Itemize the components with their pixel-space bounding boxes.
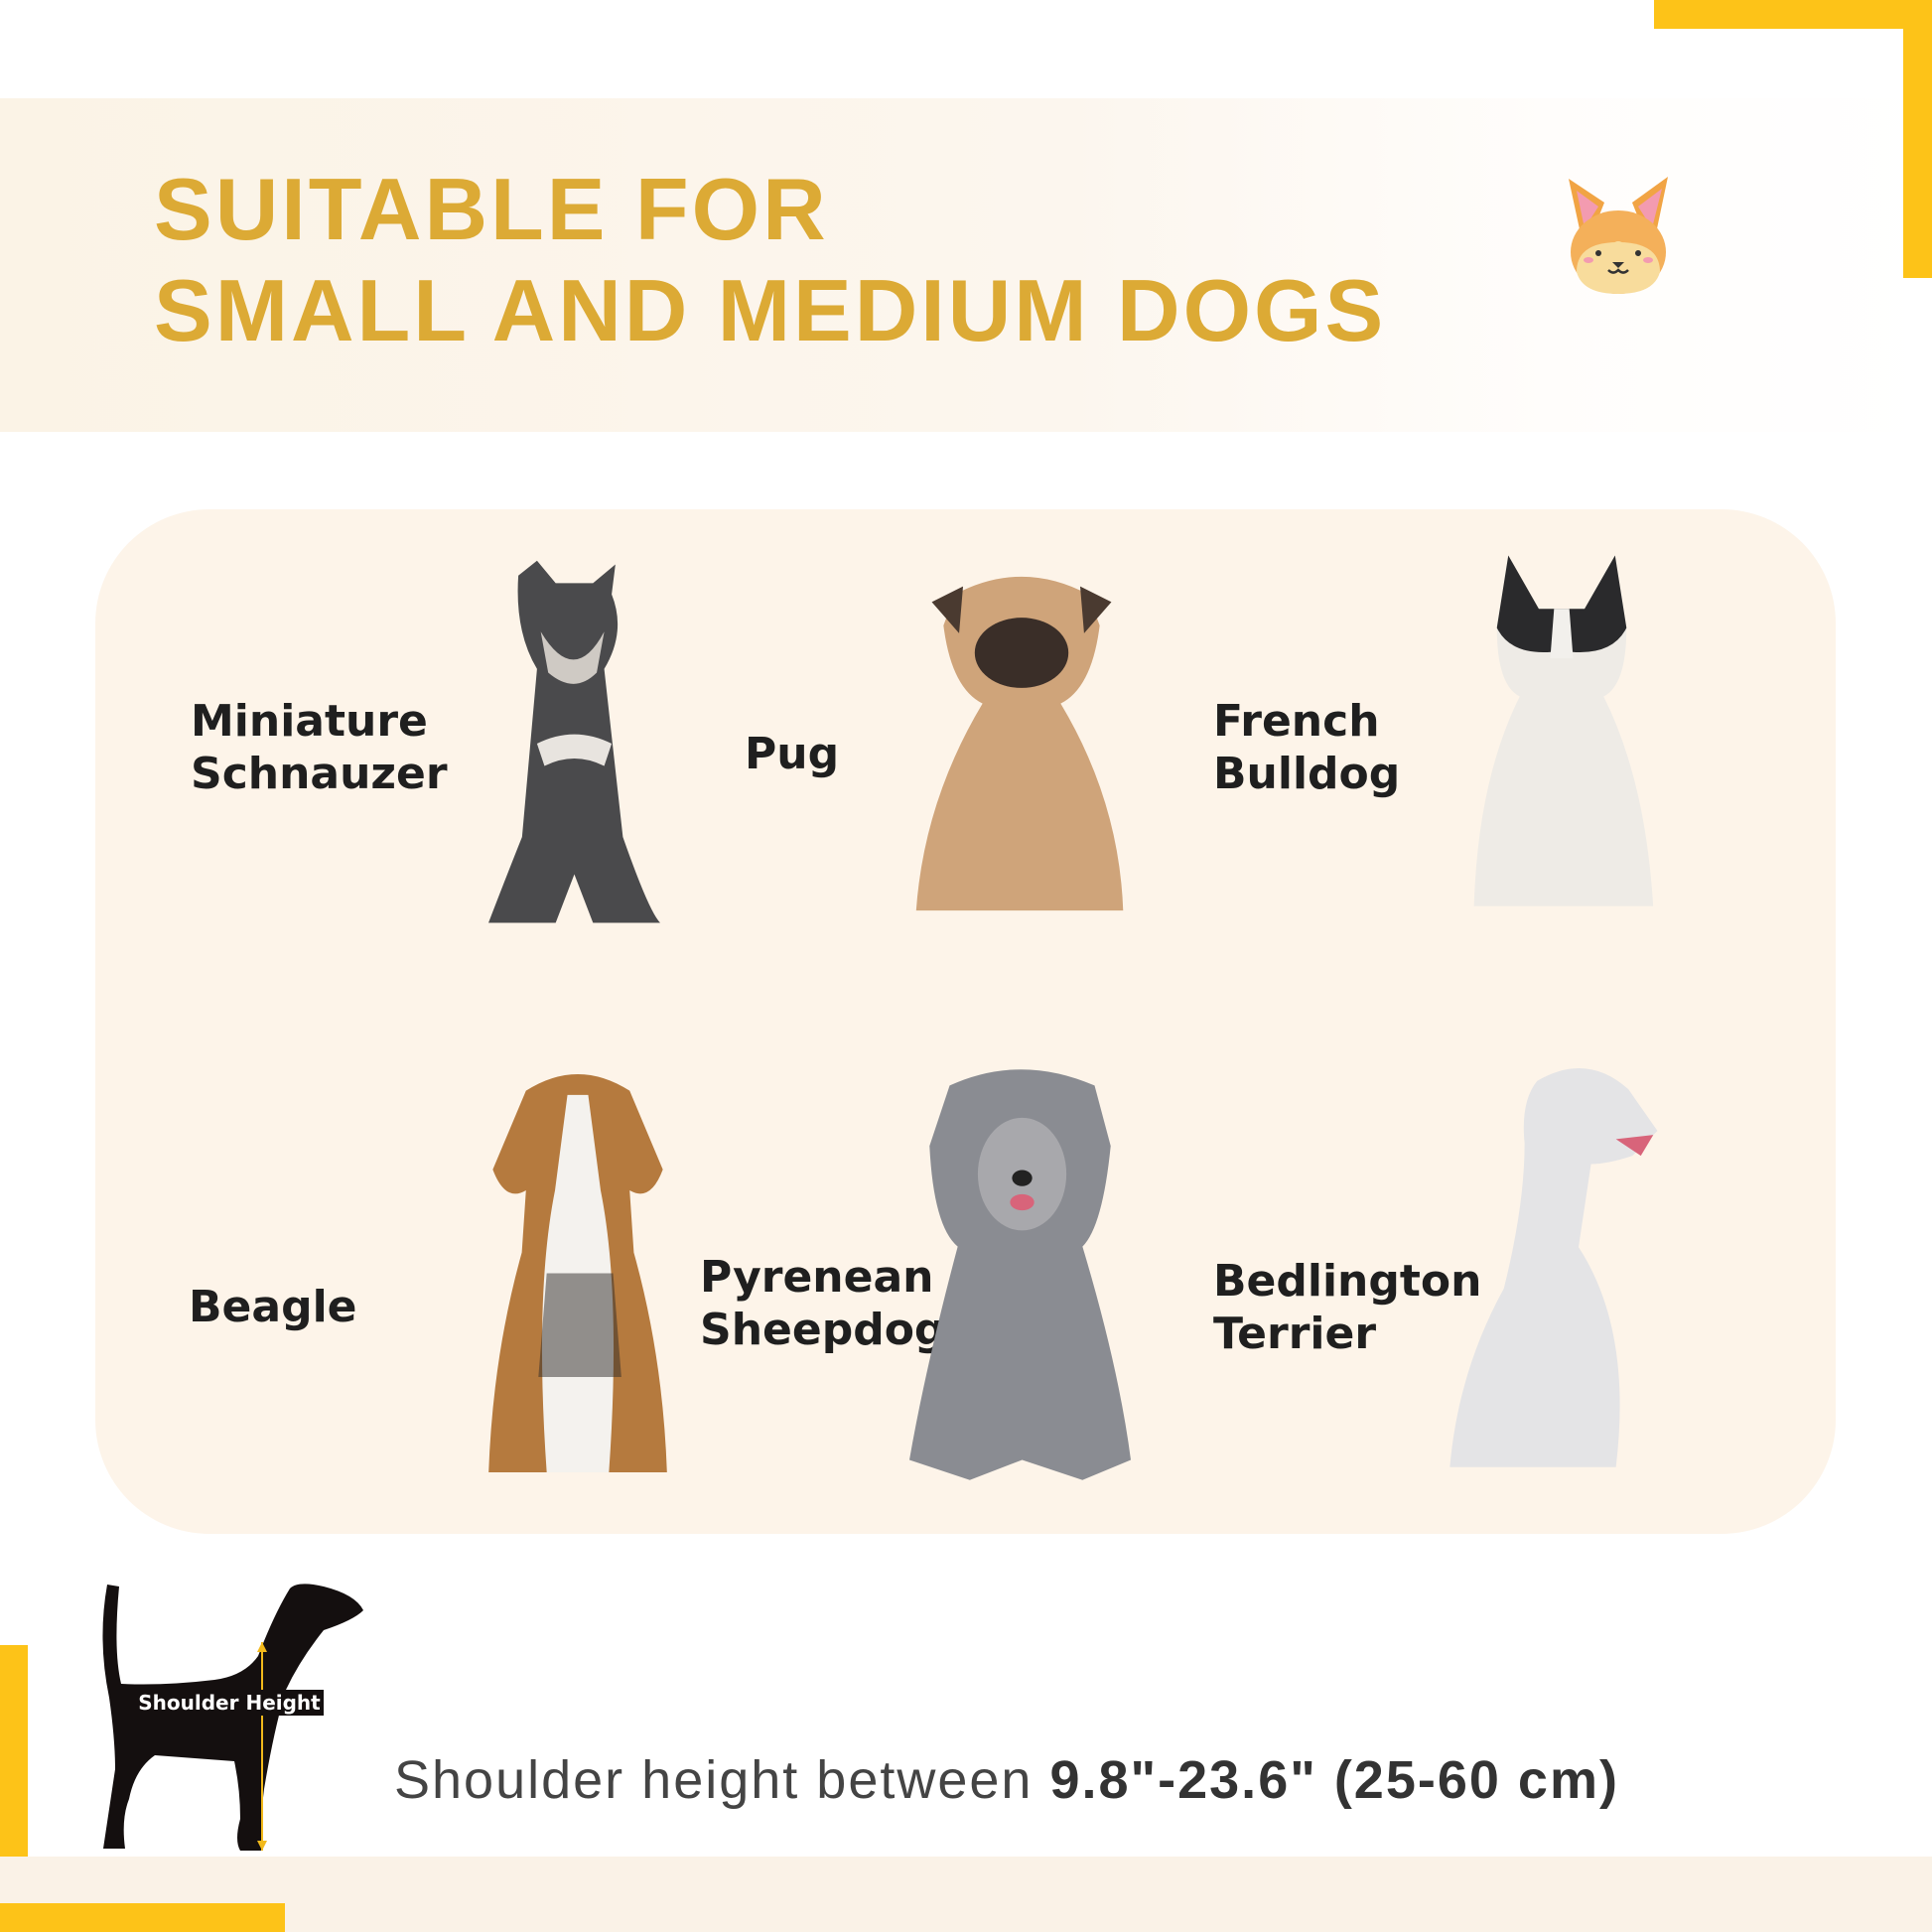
breed-label-line: Sheepdog bbox=[700, 1305, 946, 1355]
page-title: SUITABLE FOR SMALL AND MEDIUM DOGS bbox=[154, 159, 1386, 361]
breed-label-line: Beagle bbox=[189, 1282, 357, 1332]
breed-label-line: French bbox=[1213, 696, 1380, 747]
breed-label-beagle: Beagle bbox=[189, 1281, 357, 1333]
breed-label-line: Schnauzer bbox=[191, 749, 448, 799]
dog-silhouette-diagram: Shoulder Height bbox=[102, 1584, 364, 1851]
breed-label-line: Terrier bbox=[1213, 1309, 1377, 1359]
corner-bar-bottom bbox=[0, 1903, 285, 1932]
shoulder-height-value: 9.8"-23.6" (25-60 cm) bbox=[1049, 1750, 1619, 1810]
breed-label-bedlington-terrier: Bedlington Terrier bbox=[1213, 1255, 1481, 1360]
pug-photo bbox=[915, 576, 1124, 911]
shoulder-height-text: Shoulder height between 9.8"-23.6" (25-6… bbox=[394, 1749, 1619, 1811]
footer-band bbox=[0, 1857, 1932, 1932]
french-bulldog-photo bbox=[1473, 555, 1654, 906]
breed-label-french-bulldog: French Bulldog bbox=[1213, 695, 1400, 800]
breed-label-miniature-schnauzer: Miniature Schnauzer bbox=[191, 695, 448, 800]
breed-label-line: Bedlington bbox=[1213, 1256, 1482, 1307]
corner-bar-top bbox=[1654, 0, 1932, 29]
breed-label-line: Miniature bbox=[191, 696, 428, 747]
breed-label-line: Pug bbox=[745, 729, 840, 779]
corgi-face-icon bbox=[1569, 177, 1668, 294]
breed-label-line: Bulldog bbox=[1213, 749, 1401, 799]
miniature-schnauzer-photo bbox=[488, 560, 660, 923]
breed-label-pyrenean-sheepdog: Pyrenean Sheepdog bbox=[700, 1251, 945, 1356]
breed-label-pug: Pug bbox=[745, 728, 839, 780]
pyrenean-sheepdog-photo bbox=[909, 1069, 1131, 1480]
shoulder-height-label: Shoulder Height bbox=[138, 1691, 321, 1715]
corner-bar-right bbox=[1903, 0, 1932, 278]
beagle-photo bbox=[488, 1073, 667, 1473]
title-line-1: SUITABLE FOR bbox=[154, 160, 829, 258]
breed-label-line: Pyrenean bbox=[700, 1252, 934, 1303]
shoulder-height-prefix: Shoulder height between bbox=[394, 1750, 1050, 1810]
title-line-2: SMALL AND MEDIUM DOGS bbox=[154, 261, 1387, 359]
bedlington-terrier-photo bbox=[1449, 1068, 1658, 1467]
